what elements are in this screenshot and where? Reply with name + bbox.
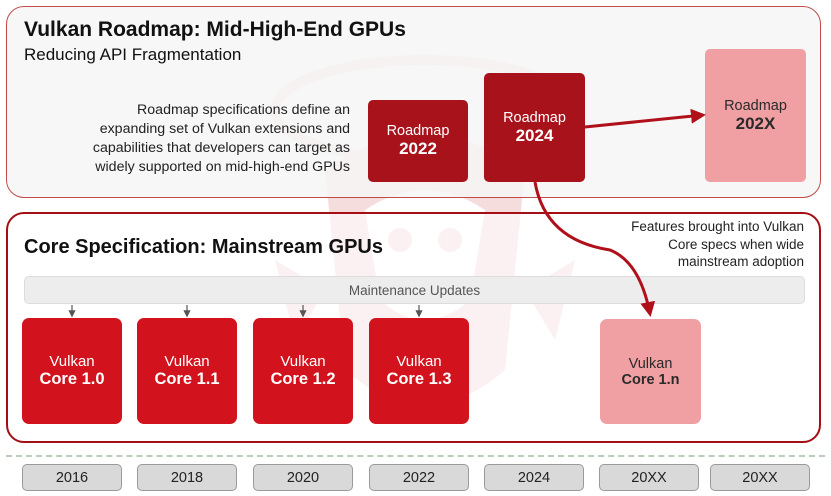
features-note-line: mainstream adoption bbox=[677, 254, 804, 269]
core-adoption-arrow bbox=[533, 181, 656, 317]
page-title: Vulkan Roadmap: Mid-High-End GPUs bbox=[24, 18, 406, 41]
roadmap-progression-arrow bbox=[584, 108, 706, 129]
year-label: 20XX bbox=[710, 464, 810, 491]
roadmap-202x-box: Roadmap 202X bbox=[705, 49, 806, 182]
core-1-n-box: Vulkan Core 1.n bbox=[600, 319, 701, 424]
core-label: Vulkan bbox=[396, 353, 442, 370]
core-1-2-box: Vulkan Core 1.2 bbox=[253, 318, 353, 424]
maintenance-updates-bar: Maintenance Updates bbox=[24, 276, 805, 304]
roadmap-description: Roadmap specifications define an expandi… bbox=[20, 101, 350, 177]
core-version: Core 1.2 bbox=[270, 370, 336, 388]
year-label: 2016 bbox=[22, 464, 122, 491]
roadmap-2024-box: Roadmap 2024 bbox=[484, 73, 585, 182]
page-subtitle: Reducing API Fragmentation bbox=[24, 45, 242, 64]
roadmap-label: Roadmap bbox=[386, 123, 450, 139]
roadmap-year: 202X bbox=[735, 113, 776, 133]
core-version: Core 1.1 bbox=[154, 370, 220, 388]
year-label: 2020 bbox=[253, 464, 353, 491]
timeline-divider bbox=[6, 455, 825, 457]
features-note: Features brought into Vulkan Core specs … bbox=[560, 218, 804, 271]
description-line: widely supported on mid-high-end GPUs bbox=[95, 159, 350, 175]
year-label: 20XX bbox=[599, 464, 699, 491]
roadmap-2022-box: Roadmap 2022 bbox=[368, 100, 468, 182]
description-line: capabilities that developers can target … bbox=[92, 140, 350, 156]
core-1-3-box: Vulkan Core 1.3 bbox=[369, 318, 469, 424]
core-spec-title: Core Specification: Mainstream GPUs bbox=[24, 236, 383, 258]
description-line: Roadmap specifications define an bbox=[137, 102, 350, 118]
description-line: expanding set of Vulkan extensions and bbox=[99, 121, 350, 137]
year-label: 2018 bbox=[137, 464, 237, 491]
roadmap-label: Roadmap bbox=[503, 109, 566, 126]
core-version: Core 1.0 bbox=[39, 370, 105, 388]
roadmap-year: 2024 bbox=[515, 125, 554, 145]
roadmap-year: 2022 bbox=[399, 139, 437, 158]
core-1-1-box: Vulkan Core 1.1 bbox=[137, 318, 237, 424]
core-1-0-box: Vulkan Core 1.0 bbox=[22, 318, 122, 424]
core-label: Vulkan bbox=[628, 355, 673, 372]
core-version: Core 1.n bbox=[621, 371, 680, 388]
core-label: Vulkan bbox=[280, 353, 326, 370]
features-note-line: Core specs when wide bbox=[668, 236, 804, 252]
core-label: Vulkan bbox=[49, 353, 95, 370]
features-note-line: Features brought into Vulkan bbox=[631, 219, 804, 234]
year-label: 2022 bbox=[369, 464, 469, 491]
roadmap-label: Roadmap bbox=[724, 97, 787, 114]
year-label: 2024 bbox=[484, 464, 584, 491]
core-label: Vulkan bbox=[164, 353, 210, 370]
core-version: Core 1.3 bbox=[386, 370, 452, 388]
